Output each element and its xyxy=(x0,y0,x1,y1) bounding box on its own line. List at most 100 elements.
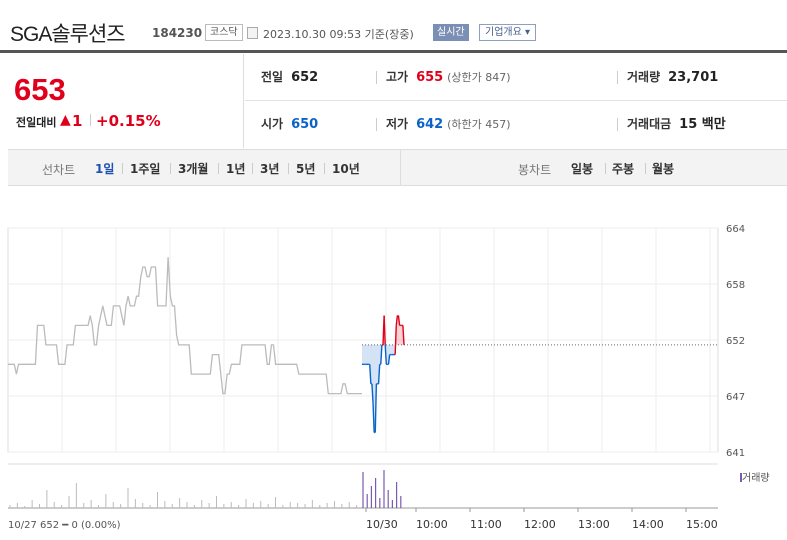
today-series-segment xyxy=(394,325,397,355)
prev-close-value: 652 xyxy=(291,70,319,85)
high-cell: 고가 655 (상한가 847) xyxy=(386,54,511,101)
realtime-button[interactable]: 실시간 xyxy=(433,24,469,41)
today-area-segment xyxy=(389,344,391,355)
today-series-segment xyxy=(383,315,386,345)
volume-value: 23,701 xyxy=(668,70,719,85)
amount-value: 15 백만 xyxy=(679,117,726,132)
today-area-segment xyxy=(362,344,364,365)
price-summary: 653 전일대비 ▲ 1 +0.15% xyxy=(8,54,244,148)
volume-cell: 거래량 23,701 xyxy=(627,54,718,101)
today-area-segment xyxy=(366,344,368,365)
today-area-segment xyxy=(364,344,366,365)
candle-monthly[interactable]: 월봉 xyxy=(652,162,675,176)
up-arrow-icon: ▲ xyxy=(60,112,71,128)
prev-day-line xyxy=(8,257,362,395)
period-toolbar: 선차트 1일 1주일 3개월 1년 3년 5년 10년 봉차트 일봉 주봉 월봉 xyxy=(8,149,787,186)
lower-limit: (하한가 457) xyxy=(447,118,511,131)
low-label: 저가 xyxy=(386,117,409,131)
divider xyxy=(617,118,618,131)
low-cell: 저가 642 (하한가 457) xyxy=(386,101,511,148)
prev-day-caption: 10/27 652 ━ 0 (0.00%) xyxy=(8,520,121,531)
period-10y[interactable]: 10년 xyxy=(332,162,360,176)
today-series-segment xyxy=(387,354,391,365)
today-line xyxy=(362,314,405,434)
current-price: 653 xyxy=(14,72,66,107)
today-series-segment xyxy=(397,315,401,326)
divider xyxy=(605,163,606,174)
amount-label: 거래대금 xyxy=(627,117,672,131)
volume-label: 거래량 xyxy=(627,70,661,84)
today-area-segment xyxy=(363,344,365,365)
today-area-segment xyxy=(400,325,402,345)
market-badge: 코스닥 xyxy=(205,24,243,41)
prev-close-cell: 전일 652 xyxy=(261,54,318,101)
divider xyxy=(400,150,401,185)
volume-bars xyxy=(8,463,718,509)
period-1y[interactable]: 1년 xyxy=(226,162,246,176)
today-area-segment xyxy=(387,344,389,365)
open-value: 650 xyxy=(291,117,319,132)
amount-cell: 거래대금 15 백만 xyxy=(627,101,726,148)
today-series-segment xyxy=(402,325,405,345)
today-area-segment xyxy=(399,325,401,345)
divider xyxy=(252,163,253,174)
divider xyxy=(288,163,289,174)
today-series-segment xyxy=(384,344,388,365)
today-series-segment xyxy=(369,364,372,384)
today-series-segment xyxy=(374,383,378,433)
period-5y[interactable]: 5년 xyxy=(296,162,316,176)
open-label: 시가 xyxy=(261,117,284,131)
x-tick-label: 14:00 xyxy=(632,518,664,531)
line-chart-label: 선차트 xyxy=(42,163,76,177)
divider xyxy=(170,163,171,174)
price-chart[interactable]: 664 658 652 647 641 10/30 10:00 11:00 12:00 13:0… xyxy=(0,186,787,540)
divider xyxy=(376,71,377,84)
today-area-segment xyxy=(367,344,369,365)
divider xyxy=(324,163,325,174)
today-series-segment xyxy=(372,403,375,433)
info-row: 시가 650 저가 642 (하한가 457) 거래대금 15 백만 xyxy=(245,101,787,148)
x-tick-label: 15:00 xyxy=(686,518,718,531)
stock-header: SGA솔루션즈 184230 코스닥 2023.10.30 09:53 기준(장… xyxy=(0,0,787,53)
stock-name: SGA솔루션즈 xyxy=(10,23,126,46)
period-3m[interactable]: 3개월 xyxy=(178,162,209,176)
period-3y[interactable]: 3년 xyxy=(260,162,280,176)
today-area-segment xyxy=(390,344,392,355)
today-area-segment xyxy=(377,344,379,384)
upper-limit: (상한가 847) xyxy=(447,71,511,84)
x-axis-labels: 10/30 10:00 11:00 12:00 13:00 14:00 15:00 xyxy=(365,508,718,531)
prev-close-label: 전일 xyxy=(261,70,284,84)
today-area-segment xyxy=(392,344,395,355)
info-row: 전일 652 고가 655 (상한가 847) 거래량 23,701 xyxy=(245,54,787,101)
y-tick-label: 664 xyxy=(726,224,745,235)
x-tick-label: 10:00 xyxy=(416,518,448,531)
vs-prev-label: 전일대비 xyxy=(16,116,57,129)
price-info-grid: 전일 652 고가 655 (상한가 847) 거래량 23,701 시가 650 저가… xyxy=(245,54,787,148)
candle-chart-label: 봉차트 xyxy=(518,163,552,177)
low-value: 642 xyxy=(416,117,444,132)
today-series-segment xyxy=(380,344,383,365)
y-tick-label: 647 xyxy=(726,392,745,403)
divider xyxy=(617,71,618,84)
today-area-segment xyxy=(365,344,367,365)
x-tick-label: 13:00 xyxy=(578,518,610,531)
period-1d[interactable]: 1일 xyxy=(95,162,115,176)
y-axis-labels: 664 658 652 647 641 xyxy=(726,224,745,459)
period-1w[interactable]: 1주일 xyxy=(130,162,161,176)
x-tick-label: 12:00 xyxy=(524,518,556,531)
high-value: 655 xyxy=(416,70,444,85)
today-series-segment xyxy=(371,383,374,404)
company-info-button[interactable]: 기업개요 ▾ xyxy=(479,24,536,41)
candle-daily[interactable]: 일봉 xyxy=(571,162,594,176)
divider xyxy=(218,163,219,174)
x-tick-label: 11:00 xyxy=(470,518,502,531)
volume-legend-swatch xyxy=(740,473,742,482)
today-area-segment xyxy=(368,344,370,365)
today-series-segment xyxy=(377,364,381,384)
candle-weekly[interactable]: 주봉 xyxy=(612,162,635,176)
today-area-segment xyxy=(391,344,393,355)
y-tick-label: 641 xyxy=(726,448,745,459)
high-label: 고가 xyxy=(386,70,409,84)
divider xyxy=(90,114,91,126)
price-rate: +0.15% xyxy=(96,112,161,130)
